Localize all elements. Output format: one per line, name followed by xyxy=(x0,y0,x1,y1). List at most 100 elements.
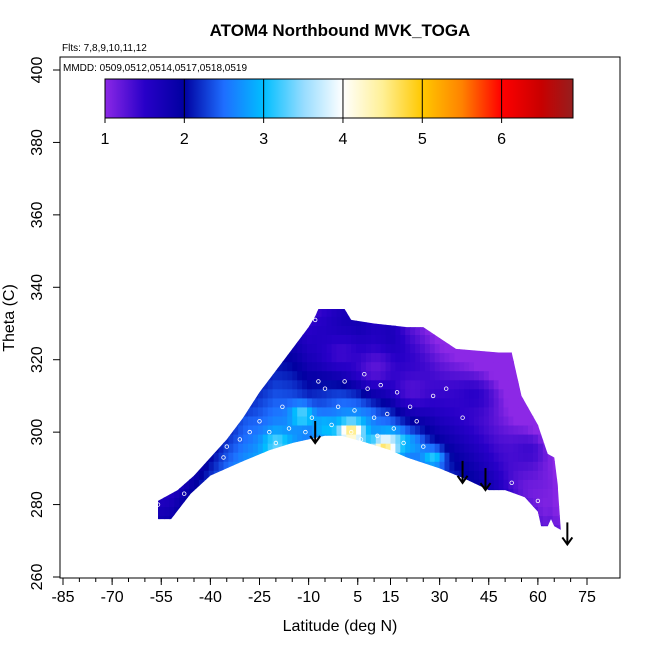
heat-cell xyxy=(513,415,519,426)
heat-cell xyxy=(434,361,441,372)
heat-cell xyxy=(410,397,416,408)
heat-cell xyxy=(326,316,333,326)
heat-cell xyxy=(336,352,342,363)
heat-cell xyxy=(375,388,382,399)
sample-point xyxy=(339,440,344,446)
heat-cell xyxy=(385,325,392,335)
heat-cell xyxy=(390,443,396,453)
heat-cell xyxy=(380,325,387,335)
heat-cell xyxy=(420,343,426,354)
heat-cell xyxy=(483,461,490,471)
heat-cell xyxy=(346,361,352,372)
heat-cell xyxy=(444,406,450,417)
heat-cell xyxy=(498,470,505,480)
heat-cell xyxy=(218,461,225,471)
heat-cell xyxy=(380,370,387,381)
heat-cell xyxy=(336,334,342,345)
heat-cell xyxy=(297,397,303,408)
heat-cell xyxy=(518,479,524,489)
heat-cell xyxy=(513,461,519,471)
heat-cell xyxy=(483,379,490,390)
heat-cell xyxy=(302,434,308,444)
heat-cell xyxy=(341,309,347,317)
heat-cell xyxy=(513,397,519,408)
heat-cell xyxy=(434,406,441,417)
heat-cell xyxy=(282,424,288,435)
heat-cell xyxy=(547,497,554,507)
colorbar-tick-label: 5 xyxy=(418,131,427,148)
heat-cell xyxy=(405,434,411,444)
heat-cell xyxy=(552,488,559,498)
heat-cell xyxy=(488,388,495,399)
x-tick-label: -25 xyxy=(248,589,271,606)
heat-cell xyxy=(395,424,401,435)
heat-cell xyxy=(459,434,465,444)
heat-cell xyxy=(410,415,416,426)
heat-cell xyxy=(302,370,308,381)
sample-point xyxy=(316,379,321,384)
heat-cell xyxy=(385,361,392,372)
heat-cell xyxy=(326,325,333,335)
heat-cell xyxy=(336,370,342,381)
heat-cell xyxy=(474,470,480,480)
heat-cell xyxy=(316,388,323,399)
heat-cell xyxy=(420,379,426,390)
heat-cell xyxy=(311,370,318,381)
sample-point xyxy=(349,429,354,435)
heat-cell xyxy=(552,506,559,517)
heat-cell xyxy=(464,443,470,453)
heat-cell xyxy=(326,334,333,345)
heat-cell xyxy=(365,370,372,381)
heat-cell xyxy=(292,434,298,444)
sample-point xyxy=(378,382,383,388)
y-tick-label: 300 xyxy=(29,419,46,446)
heat-cell xyxy=(533,479,539,489)
heat-cell xyxy=(321,309,328,317)
heat-cell xyxy=(439,352,446,363)
heat-cell xyxy=(464,461,470,471)
heat-cell xyxy=(233,424,239,435)
heat-cell xyxy=(336,406,342,417)
heat-cell xyxy=(400,334,406,345)
heat-cell xyxy=(223,461,229,471)
heat-cell xyxy=(326,379,333,390)
heat-cell xyxy=(252,443,259,453)
heat-cell xyxy=(498,434,505,444)
heat-cell xyxy=(523,415,529,426)
heat-cell xyxy=(277,434,283,444)
heat-cell xyxy=(267,406,274,417)
heat-cell xyxy=(365,434,372,444)
heat-cell xyxy=(158,506,161,517)
heat-cell xyxy=(194,479,200,489)
heat-cell xyxy=(464,370,470,381)
heat-cell xyxy=(243,443,249,453)
heat-cell xyxy=(194,470,200,480)
heat-cell xyxy=(508,370,514,381)
heat-cell xyxy=(415,443,421,453)
heat-cell xyxy=(542,452,549,462)
heat-cell xyxy=(297,388,303,399)
heat-cell xyxy=(370,343,377,354)
heat-cell xyxy=(272,379,279,390)
heat-cell xyxy=(390,361,396,372)
heat-cell xyxy=(410,452,416,462)
heat-cell xyxy=(228,452,234,462)
heat-cell xyxy=(311,334,318,345)
heat-cell xyxy=(547,488,554,498)
heat-cell xyxy=(218,443,225,453)
y-tick-label: 380 xyxy=(29,129,46,156)
heat-cell xyxy=(336,316,342,326)
heat-cell xyxy=(203,461,210,471)
heat-cell xyxy=(420,424,426,435)
heat-cell xyxy=(351,316,357,326)
heat-cell xyxy=(331,309,338,317)
heat-cell xyxy=(469,470,475,480)
sample-point xyxy=(335,404,341,409)
heat-cell xyxy=(434,452,441,462)
sample-point xyxy=(407,404,413,409)
heat-cell xyxy=(336,415,342,426)
heat-cell xyxy=(410,424,416,435)
colorbar: 1 2 3 4 5 6 xyxy=(101,78,574,148)
heat-cell xyxy=(297,352,303,363)
heat-cell xyxy=(331,397,338,408)
